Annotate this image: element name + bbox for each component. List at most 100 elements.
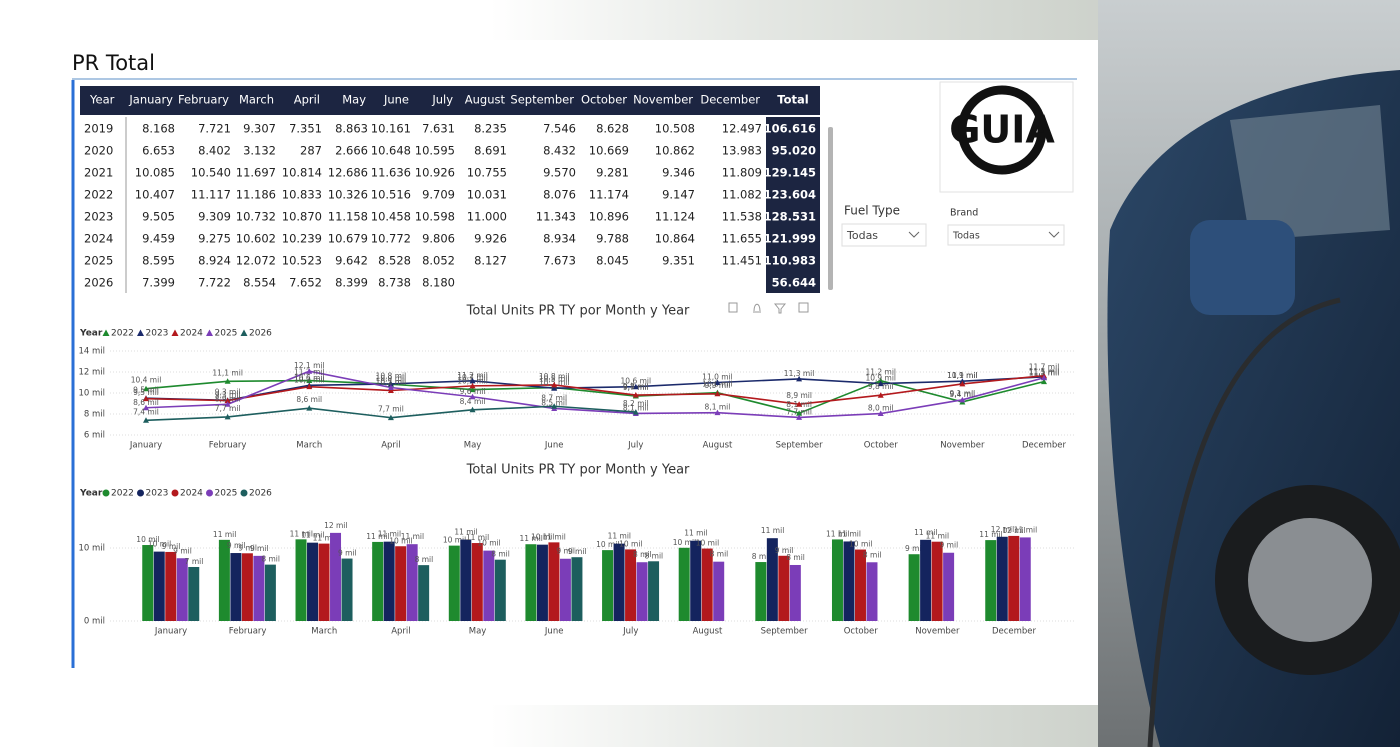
data-label: 7,7 mil — [215, 404, 241, 413]
table-cell: 11.000 — [467, 210, 507, 224]
legend-title: Year — [79, 329, 103, 339]
data-label: 8 mil — [786, 553, 805, 562]
table-cell: 10.085 — [135, 166, 175, 180]
table-cell: 9.147 — [662, 188, 695, 202]
data-label: 11 mil — [519, 534, 542, 543]
photo-car-window — [1230, 105, 1390, 240]
table-cell: 8.052 — [422, 254, 455, 268]
data-label: 10,6 mil — [294, 374, 325, 383]
series-line — [145, 374, 1045, 405]
data-label: 10,8 mil — [539, 372, 570, 381]
point-marker — [306, 377, 313, 384]
bar — [241, 553, 253, 621]
bar — [218, 539, 230, 621]
x-tick-label: June — [544, 627, 564, 637]
logo-ring — [957, 85, 1047, 175]
bar — [831, 539, 843, 621]
table-cell: 12.497 — [722, 122, 762, 136]
data-label: 9,9 mil — [705, 381, 731, 390]
column-header: January — [128, 93, 173, 107]
data-label: 11 mil — [542, 532, 565, 541]
data-label: 8,9 mil — [215, 394, 241, 403]
photo-cable — [1147, 297, 1341, 747]
legend-label: 2022 — [111, 329, 134, 339]
table-cell: 10.407 — [135, 188, 175, 202]
bar — [559, 558, 571, 621]
bar — [943, 552, 955, 621]
point-marker — [387, 387, 394, 393]
data-label: 8 mil — [752, 552, 771, 561]
table-cell: 10.669 — [589, 144, 629, 158]
data-label: 11 mil — [914, 528, 937, 537]
table-cell: 9.709 — [422, 188, 455, 202]
table-cell: 10.598 — [415, 210, 455, 224]
column-header: Year — [89, 93, 115, 107]
bar — [460, 539, 472, 621]
data-label: 11 mil — [301, 531, 324, 540]
table-cell: 10.926 — [415, 166, 455, 180]
data-label: 8,1 mil — [623, 403, 649, 412]
total-cell: 56.644 — [772, 276, 816, 290]
data-label: 10 mil — [849, 540, 872, 549]
bar — [341, 558, 353, 621]
data-label: 9 mil — [238, 543, 257, 552]
bar — [406, 544, 418, 621]
y-tick-label: 10 mil — [78, 544, 105, 554]
x-tick-label: October — [844, 627, 879, 637]
data-label: 11,5 mil — [1029, 368, 1060, 377]
data-label: 11 mil — [290, 529, 313, 538]
data-label: 8,6 mil — [296, 395, 322, 404]
table-cell: 10.864 — [655, 232, 695, 246]
table-cell: 13.983 — [722, 144, 762, 158]
table-cell: 10.862 — [655, 144, 695, 158]
table-cell: 11.697 — [236, 166, 276, 180]
data-label: 7,7 mil — [786, 407, 812, 416]
chart-title: Total Units PR TY por Month y Year — [466, 463, 690, 478]
y-tick-label: 12 mil — [78, 368, 105, 378]
table-cell: 10.523 — [282, 254, 322, 268]
table-cell: 12.686 — [328, 166, 368, 180]
point-marker — [143, 385, 149, 392]
table-cell: 8.863 — [335, 122, 368, 136]
visual-toolbar[interactable] — [728, 302, 809, 314]
data-label: 10 mil — [619, 539, 642, 548]
data-label: 8,7 mil — [541, 393, 567, 402]
table-cell: 10.772 — [371, 232, 411, 246]
bar — [483, 550, 495, 621]
bar — [188, 566, 200, 621]
column-header: June — [383, 93, 409, 107]
y-tick-label: 8 mil — [84, 410, 105, 420]
table-cell: 10.648 — [371, 144, 411, 158]
point-marker — [1041, 374, 1047, 381]
data-label: 11,1 mil — [212, 368, 243, 377]
bar — [985, 540, 997, 621]
logo-text: GUIA — [949, 108, 1055, 152]
data-label: 11 mil — [213, 530, 236, 539]
data-label: 11 mil — [1014, 525, 1037, 534]
data-label: 9 mil — [556, 547, 575, 556]
scrollbar[interactable] — [828, 127, 833, 290]
slicer-dropdown[interactable] — [947, 224, 1065, 246]
chevron — [908, 231, 920, 238]
table-cell: 8.432 — [543, 144, 576, 158]
x-tick-label: July — [622, 627, 638, 637]
point-marker — [714, 390, 721, 397]
table-cell: 11.124 — [655, 210, 695, 224]
legend-marker — [206, 489, 213, 497]
data-label: 9 mil — [338, 549, 357, 558]
point-marker — [469, 386, 476, 393]
total-cell: 121.999 — [764, 232, 816, 246]
row-year: 2024 — [84, 232, 113, 246]
data-label: 10 mil — [696, 539, 719, 548]
table-cell: 9.505 — [142, 210, 175, 224]
data-label: 10 mil — [389, 536, 412, 545]
table-cell: 11.117 — [191, 188, 231, 202]
point-marker — [143, 404, 149, 411]
data-label: 8,5 mil — [541, 398, 567, 407]
y-tick-label: 10 mil — [78, 389, 105, 399]
data-label: 11 mil — [926, 532, 949, 541]
data-label: 9 mil — [227, 541, 246, 550]
table-cell: 11.636 — [371, 166, 411, 180]
slicer-dropdown[interactable] — [841, 223, 927, 247]
